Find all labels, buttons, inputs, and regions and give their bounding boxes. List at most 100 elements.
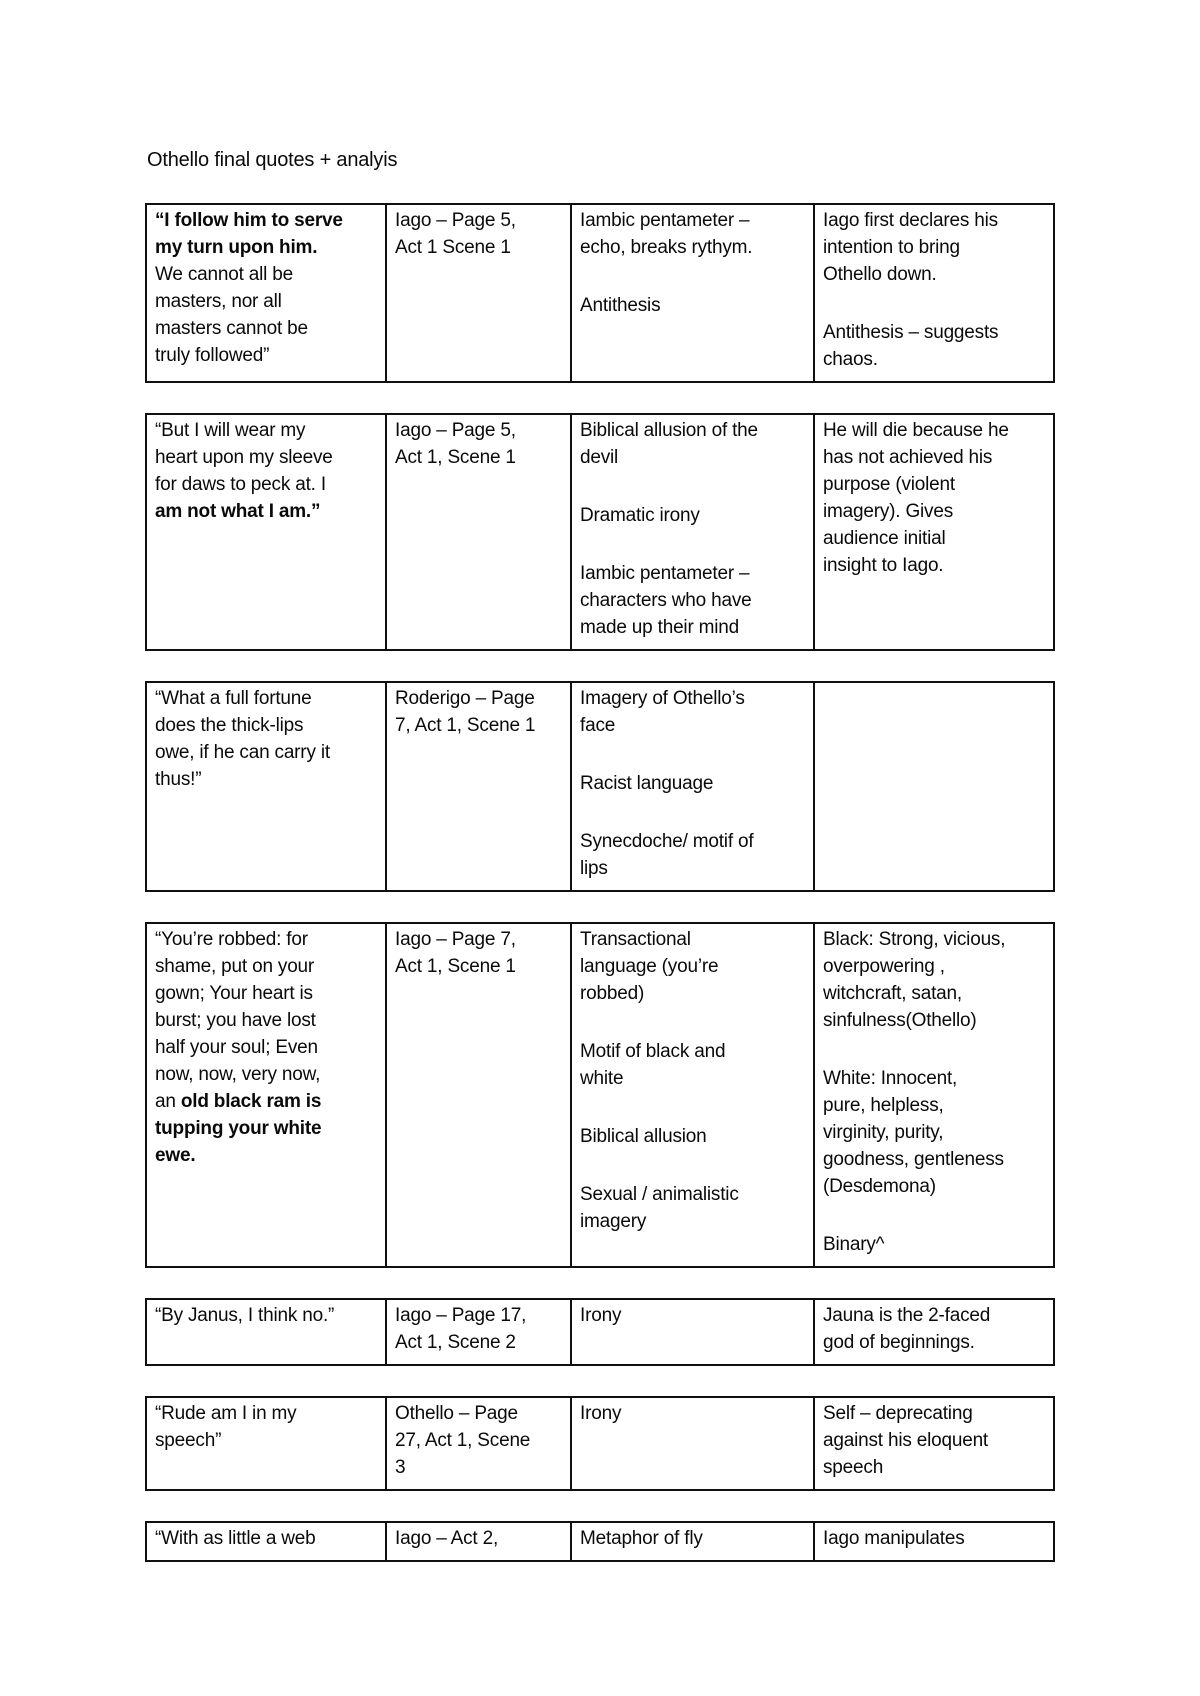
cell-paragraph: “You’re robbed: for shame, put on your g… bbox=[155, 926, 377, 1169]
text: Iambic pentameter – echo, breaks rythym. bbox=[580, 210, 753, 258]
text: Self – deprecating against his eloquent … bbox=[823, 1403, 989, 1478]
text: Biblical allusion of the devil bbox=[580, 420, 758, 468]
document-page: Othello final quotes + analyis “I follow… bbox=[145, 149, 1070, 1562]
table-cell: Roderigo – Page 7, Act 1, Scene 1 bbox=[385, 681, 572, 892]
cell-paragraph: Metaphor of fly bbox=[580, 1525, 805, 1552]
table-cell: Othello – Page 27, Act 1, Scene 3 bbox=[385, 1396, 572, 1491]
quote-table-3: “What a full fortune does the thick-lips… bbox=[145, 681, 1055, 892]
table-cell: Iago – Page 5, Act 1 Scene 1 bbox=[385, 203, 572, 383]
table-cell: Iago – Page 7, Act 1, Scene 1 bbox=[385, 922, 572, 1268]
cell-paragraph: “I follow him to serve my turn upon him.… bbox=[155, 207, 377, 369]
text: “But I will wear my heart upon my sleeve… bbox=[155, 420, 333, 495]
cell-paragraph: Iago – Page 7, Act 1, Scene 1 bbox=[395, 926, 562, 980]
quote-tables-container: “I follow him to serve my turn upon him.… bbox=[145, 203, 1070, 1562]
text: Iago – Page 5, Act 1 Scene 1 bbox=[395, 210, 516, 258]
table-row: “By Janus, I think no.” Iago – Page 17, A… bbox=[145, 1298, 1055, 1366]
table-cell: “By Janus, I think no.” bbox=[145, 1298, 387, 1366]
cell-paragraph: Iambic pentameter – characters who have … bbox=[580, 560, 805, 641]
bold-text: “I follow him to serve my turn upon him. bbox=[155, 210, 343, 258]
cell-paragraph: Antithesis – suggests chaos. bbox=[823, 319, 1045, 373]
cell-paragraph: Self – deprecating against his eloquent … bbox=[823, 1400, 1045, 1481]
cell-paragraph: Iago – Page 5, Act 1, Scene 1 bbox=[395, 417, 562, 471]
quote-table-5: “By Janus, I think no.” Iago – Page 17, A… bbox=[145, 1298, 1055, 1366]
table-cell: “But I will wear my heart upon my sleeve… bbox=[145, 413, 387, 651]
cell-paragraph: White: Innocent, pure, helpless, virgini… bbox=[823, 1065, 1045, 1200]
table-cell: Iago – Page 17, Act 1, Scene 2 bbox=[385, 1298, 572, 1366]
cell-paragraph: “But I will wear my heart upon my sleeve… bbox=[155, 417, 377, 525]
cell-paragraph: Sexual / animalistic imagery bbox=[580, 1181, 805, 1235]
table-cell: Iago – Page 5, Act 1, Scene 1 bbox=[385, 413, 572, 651]
cell-paragraph: Biblical allusion bbox=[580, 1123, 805, 1150]
quote-table-2: “But I will wear my heart upon my sleeve… bbox=[145, 413, 1055, 651]
cell-paragraph: Binary^ bbox=[823, 1231, 1045, 1258]
cell-paragraph: Jauna is the 2-faced god of beginnings. bbox=[823, 1302, 1045, 1356]
quote-table-7: “With as little a web Iago – Act 2, Metaph… bbox=[145, 1521, 1055, 1562]
table-cell: Iambic pentameter – echo, breaks rythym.… bbox=[570, 203, 815, 383]
text: Irony bbox=[580, 1305, 622, 1326]
cell-paragraph: He will die because he has not achieved … bbox=[823, 417, 1045, 579]
table-row: “But I will wear my heart upon my sleeve… bbox=[145, 413, 1055, 651]
cell-paragraph: Othello – Page 27, Act 1, Scene 3 bbox=[395, 1400, 562, 1481]
cell-paragraph: Roderigo – Page 7, Act 1, Scene 1 bbox=[395, 685, 562, 739]
cell-paragraph: “With as little a web bbox=[155, 1525, 377, 1552]
cell-paragraph: Irony bbox=[580, 1302, 805, 1329]
table-row: “With as little a web Iago – Act 2, Metaph… bbox=[145, 1521, 1055, 1562]
bold-text: am not what I am.” bbox=[155, 501, 321, 522]
text: “Rude am I in my speech” bbox=[155, 1403, 297, 1451]
cell-paragraph: Dramatic irony bbox=[580, 502, 805, 529]
table-cell: Irony bbox=[570, 1298, 815, 1366]
text: Motif of black and white bbox=[580, 1041, 726, 1089]
table-cell: Self – deprecating against his eloquent … bbox=[813, 1396, 1055, 1491]
text: Metaphor of fly bbox=[580, 1528, 703, 1549]
text: Dramatic irony bbox=[580, 505, 700, 526]
text: Antithesis bbox=[580, 295, 661, 316]
cell-paragraph: Iago manipulates bbox=[823, 1525, 1045, 1552]
text: Roderigo – Page 7, Act 1, Scene 1 bbox=[395, 688, 536, 736]
cell-paragraph: Iago first declares his intention to bri… bbox=[823, 207, 1045, 288]
cell-paragraph: Motif of black and white bbox=[580, 1038, 805, 1092]
table-row: “What a full fortune does the thick-lips… bbox=[145, 681, 1055, 892]
text: Iago – Page 7, Act 1, Scene 1 bbox=[395, 929, 516, 977]
cell-paragraph: Racist language bbox=[580, 770, 805, 797]
text: Biblical allusion bbox=[580, 1126, 707, 1147]
quote-table-4: “You’re robbed: for shame, put on your g… bbox=[145, 922, 1055, 1268]
bold-text: old black ram is tupping your white ewe. bbox=[155, 1091, 322, 1166]
text: Iago – Act 2, bbox=[395, 1528, 499, 1549]
cell-paragraph: Irony bbox=[580, 1400, 805, 1427]
text: Black: Strong, vicious, overpowering , w… bbox=[823, 929, 1006, 1031]
text: Iago manipulates bbox=[823, 1528, 965, 1549]
text: He will die because he has not achieved … bbox=[823, 420, 1009, 576]
cell-paragraph: Black: Strong, vicious, overpowering , w… bbox=[823, 926, 1045, 1034]
table-cell: Transactional language (you’re robbed) Mo… bbox=[570, 922, 815, 1268]
text: We cannot all be masters, nor all master… bbox=[155, 264, 308, 366]
table-cell: He will die because he has not achieved … bbox=[813, 413, 1055, 651]
text: Binary^ bbox=[823, 1234, 885, 1255]
cell-paragraph: “What a full fortune does the thick-lips… bbox=[155, 685, 377, 793]
text: “With as little a web bbox=[155, 1528, 316, 1549]
quote-table-6: “Rude am I in my speech” Othello – Page 2… bbox=[145, 1396, 1055, 1491]
cell-paragraph: Iago – Act 2, bbox=[395, 1525, 562, 1552]
table-cell: Irony bbox=[570, 1396, 815, 1491]
text: Racist language bbox=[580, 773, 714, 794]
table-cell: Biblical allusion of the devil Dramatic i… bbox=[570, 413, 815, 651]
table-cell: “Rude am I in my speech” bbox=[145, 1396, 387, 1491]
cell-paragraph: Transactional language (you’re robbed) bbox=[580, 926, 805, 1007]
text: Irony bbox=[580, 1403, 622, 1424]
text: Iago first declares his intention to bri… bbox=[823, 210, 998, 285]
text: Sexual / animalistic imagery bbox=[580, 1184, 739, 1232]
cell-paragraph: Iago – Page 5, Act 1 Scene 1 bbox=[395, 207, 562, 261]
table-cell bbox=[813, 681, 1055, 892]
text: Imagery of Othello’s face bbox=[580, 688, 745, 736]
text: Antithesis – suggests chaos. bbox=[823, 322, 999, 370]
text: Iambic pentameter – characters who have … bbox=[580, 563, 752, 638]
table-row: “Rude am I in my speech” Othello – Page 2… bbox=[145, 1396, 1055, 1491]
text: Iago – Page 17, Act 1, Scene 2 bbox=[395, 1305, 527, 1353]
cell-paragraph: Iago – Page 17, Act 1, Scene 2 bbox=[395, 1302, 562, 1356]
page-title: Othello final quotes + analyis bbox=[147, 149, 398, 171]
text: “What a full fortune does the thick-lips… bbox=[155, 688, 330, 790]
cell-paragraph: “By Janus, I think no.” bbox=[155, 1302, 377, 1329]
cell-paragraph: Iambic pentameter – echo, breaks rythym. bbox=[580, 207, 805, 261]
cell-paragraph: “Rude am I in my speech” bbox=[155, 1400, 377, 1454]
cell-paragraph: Antithesis bbox=[580, 292, 805, 319]
